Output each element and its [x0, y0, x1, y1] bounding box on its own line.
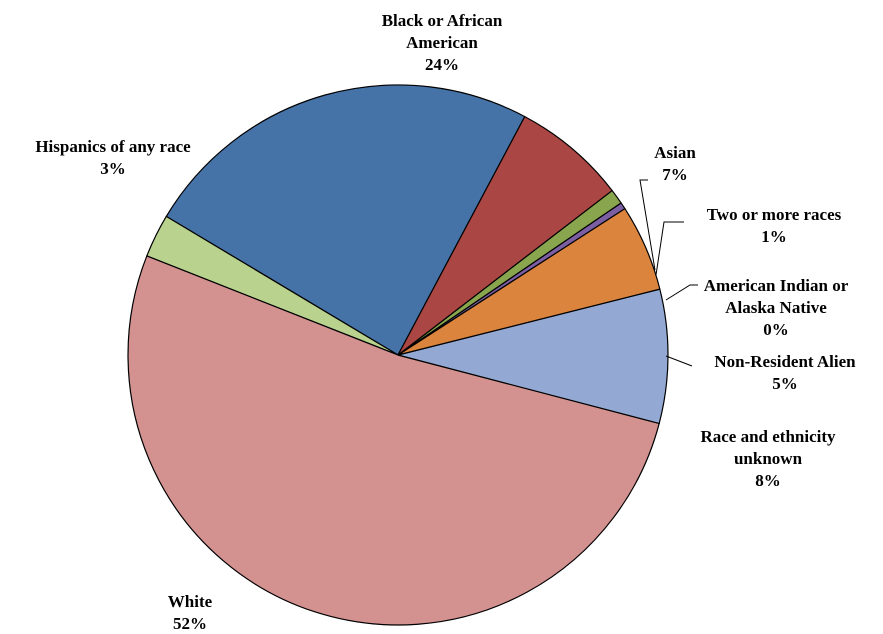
- slice-percent-label: 3%: [100, 159, 126, 178]
- leader-line: [665, 284, 698, 301]
- slice-percent-label: 5%: [772, 374, 798, 393]
- slice-name-label: Black or African: [382, 11, 503, 30]
- slice-label: Non-Resident Alien 5%: [714, 352, 856, 393]
- slice-percent-label: 52%: [173, 614, 207, 633]
- slice-name-label: Hispanics of any race: [35, 137, 191, 156]
- pie-slices: [127, 84, 669, 626]
- leader-lines: [639, 179, 698, 367]
- leader-line: [665, 355, 693, 367]
- slice-percent-label: 0%: [763, 320, 789, 339]
- slice-labels: Black or African American 24% Hispanics of …: [35, 11, 856, 633]
- slice-label: Black or African American 24%: [382, 11, 503, 74]
- leader-line: [655, 221, 684, 276]
- slice-percent-label: 7%: [662, 165, 688, 184]
- leader-line: [639, 179, 656, 271]
- slice-label: Race and ethnicity unknown 8%: [700, 427, 836, 490]
- slice-name-label: American Indian or: [704, 276, 849, 295]
- slice-name-label: American: [406, 33, 478, 52]
- slice-name-label: Two or more races: [707, 205, 842, 224]
- pie-slice-white: [127, 255, 660, 626]
- slice-name-label: Asian: [654, 143, 696, 162]
- slice-label: Asian 7%: [654, 143, 696, 184]
- slice-name-label: unknown: [734, 449, 803, 468]
- slice-label: White 52%: [168, 592, 213, 633]
- pie-slice-asian: [397, 115, 613, 356]
- slice-percent-label: 24%: [425, 55, 459, 74]
- slice-name-label: Race and ethnicity: [700, 427, 836, 446]
- slice-name-label: White: [168, 592, 213, 611]
- slice-label: Hispanics of any race 3%: [35, 137, 191, 178]
- slice-label: Two or more races 1%: [707, 205, 842, 246]
- slice-name-label: Alaska Native: [725, 298, 827, 317]
- pie-slice-black-or-african-american: [165, 84, 526, 356]
- slice-percent-label: 8%: [755, 471, 781, 490]
- slice-label: American Indian or Alaska Native 0%: [704, 276, 849, 339]
- slice-name-label: Non-Resident Alien: [714, 352, 856, 371]
- slice-percent-label: 1%: [761, 227, 787, 246]
